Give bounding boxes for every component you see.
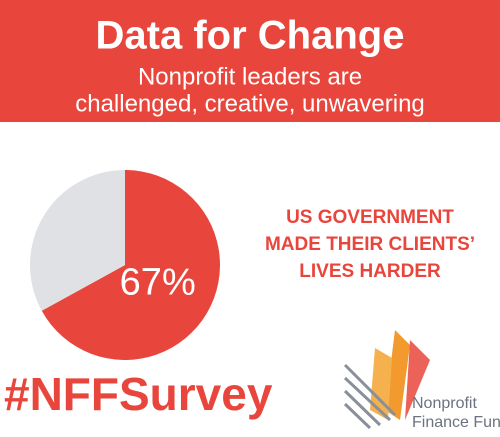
hashtag: #NFFSurvey [4, 368, 273, 420]
subtitle: Nonprofit leaders are [138, 63, 362, 90]
annotation: LIVES HARDER [299, 261, 441, 282]
logo-text: Finance Fund [412, 414, 500, 431]
value-label: 67% [120, 261, 196, 303]
annotation: MADE THEIR CLIENTS’ [265, 234, 475, 255]
header-banner [0, 0, 500, 122]
chart-title: Data for Change [96, 14, 405, 58]
pie-slice [41, 170, 220, 360]
logo-text: Nonprofit [412, 395, 477, 412]
logo-mark [343, 330, 430, 430]
annotation: US GOVERNMENT [286, 207, 454, 228]
subtitle: challenged, creative, unwavering [75, 90, 425, 117]
pie-slice [29, 170, 125, 311]
